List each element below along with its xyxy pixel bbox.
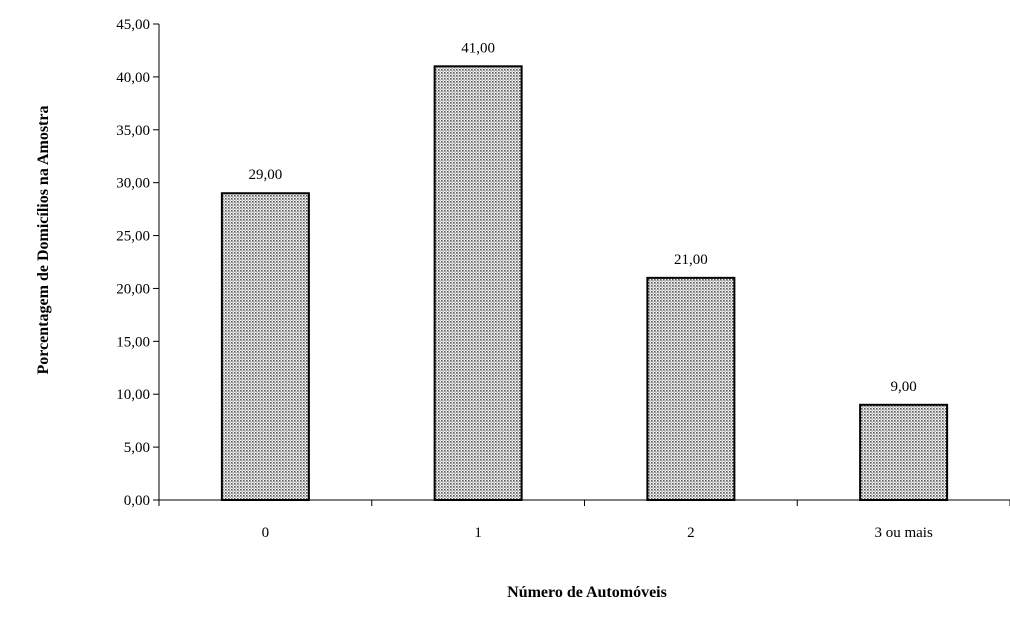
y-tick-label: 45,00 bbox=[116, 17, 150, 33]
x-axis-title: Número de Automóveis bbox=[507, 584, 667, 601]
y-tick-label: 30,00 bbox=[116, 176, 150, 192]
y-tick-label: 20,00 bbox=[116, 281, 150, 297]
y-tick-label: 35,00 bbox=[116, 123, 150, 139]
bar bbox=[433, 65, 523, 502]
x-tick-label: 3 ou mais bbox=[874, 525, 932, 541]
data-label: 21,00 bbox=[674, 252, 708, 268]
y-tick-label: 25,00 bbox=[116, 229, 150, 245]
y-axis-ticks: 0,00 5,00 10,00 15,00 20,00 25,00 30,00 35,00 40… bbox=[116, 17, 159, 509]
bar-series bbox=[220, 65, 949, 502]
x-axis-ticks: 0 1 2 3 ou mais bbox=[158, 500, 1010, 541]
bar bbox=[646, 276, 736, 501]
data-label: 29,00 bbox=[249, 167, 283, 183]
data-label: 9,00 bbox=[891, 379, 917, 395]
data-label: 41,00 bbox=[461, 40, 495, 56]
y-tick-label: 0,00 bbox=[124, 493, 150, 509]
bar bbox=[859, 403, 949, 501]
y-axis-title: Porcentagem de Domicílios na Amostra bbox=[35, 106, 52, 375]
bar bbox=[220, 192, 310, 501]
y-tick-label: 10,00 bbox=[116, 387, 150, 403]
y-tick-label: 15,00 bbox=[116, 334, 150, 350]
data-labels: 29,00 41,00 21,00 9,00 bbox=[249, 40, 917, 394]
y-tick-label: 40,00 bbox=[116, 70, 150, 86]
x-tick-label: 2 bbox=[687, 525, 695, 541]
x-tick-label: 1 bbox=[474, 525, 482, 541]
x-tick-label: 0 bbox=[262, 525, 270, 541]
y-tick-label: 5,00 bbox=[124, 440, 150, 456]
